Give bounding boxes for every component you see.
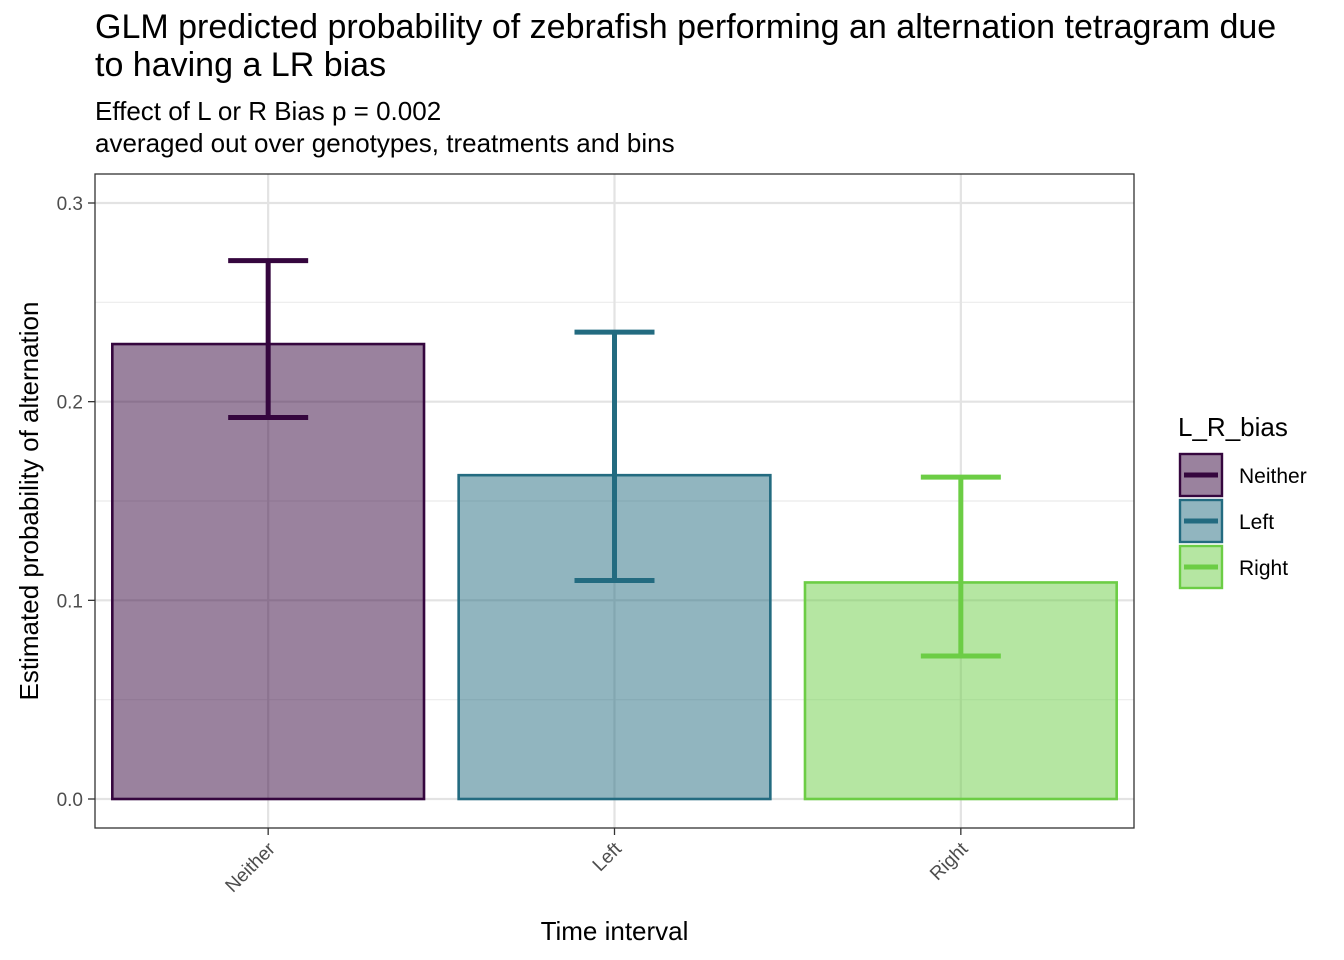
legend-label-right: Right [1239,557,1288,580]
subtitle-line-2: averaged out over genotypes, treatments … [95,128,675,158]
legend-title: L_R_bias [1178,412,1288,442]
chart-title: GLM predicted probability of zebrafish p… [95,8,1277,84]
x-axis-title: Time interval [541,916,689,946]
x-tick-label: Neither [222,838,281,897]
y-axis-title: Estimated probability of alternation [14,302,44,701]
legend-label-neither: Neither [1239,465,1307,488]
chart-subtitle: Effect of L or R Bias p = 0.002 averaged… [95,95,1195,159]
legend: L_R_bias Neither Left Right [1178,412,1307,590]
y-tick-label: 0.0 [57,790,83,811]
x-tick-label: Left [589,838,627,876]
x-tick-label: Right [926,838,973,885]
error-bars [228,258,1001,659]
legend-label-left: Left [1239,511,1274,534]
y-tick-label: 0.3 [57,194,83,215]
subtitle-line-1: Effect of L or R Bias p = 0.002 [95,96,442,126]
y-tick-label: 0.2 [57,393,83,414]
y-tick-label: 0.1 [57,591,83,612]
